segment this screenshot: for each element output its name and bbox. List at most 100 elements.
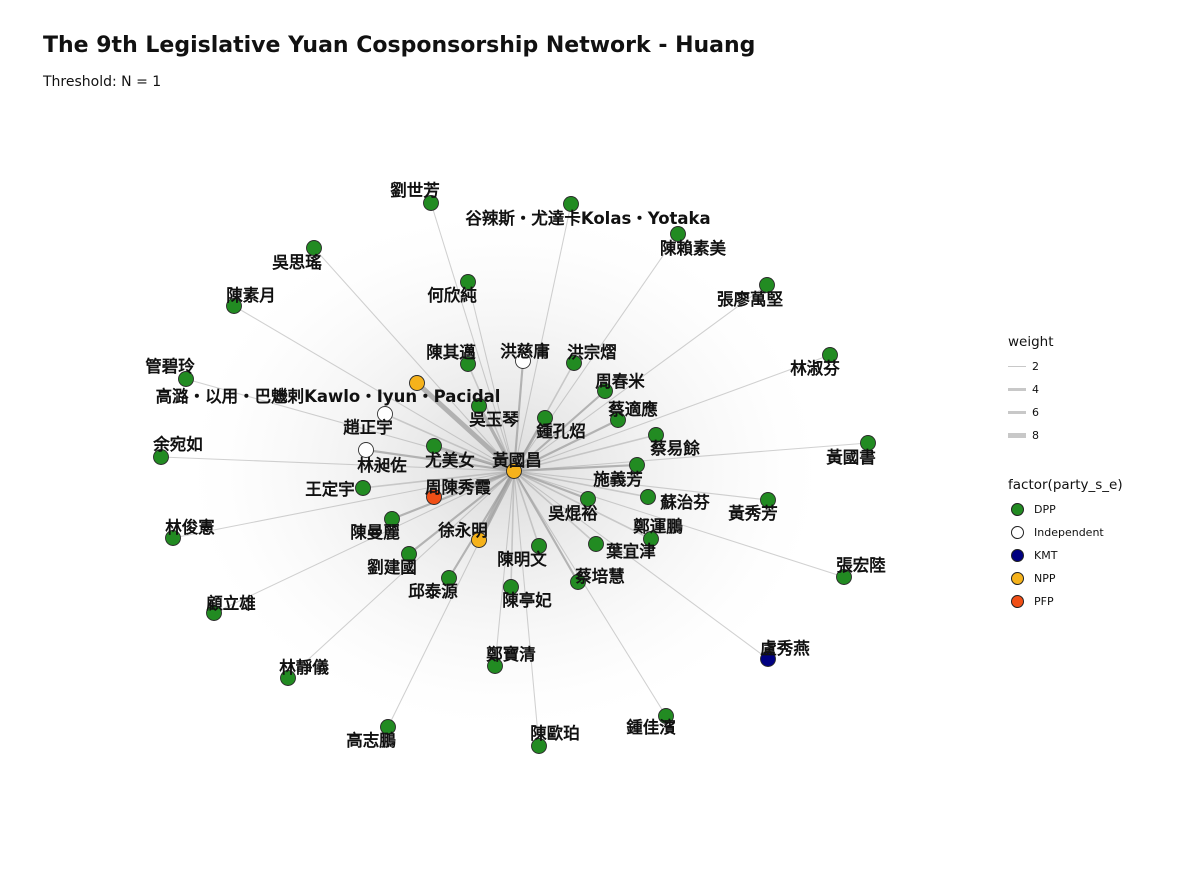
edge-23 xyxy=(513,442,869,472)
edge-layer xyxy=(160,202,869,747)
node-label-33: 徐永明 xyxy=(437,520,488,540)
node-label-32: 鄭運鵬 xyxy=(633,516,683,536)
node-label-44: 林靜儀 xyxy=(279,657,329,677)
node-13 xyxy=(597,383,613,399)
node-label-5: 何欣純 xyxy=(427,285,477,305)
node-label-24: 施義芳 xyxy=(593,469,643,489)
legend-weight-item-3: 8 xyxy=(1008,429,1039,442)
edge-1 xyxy=(430,202,515,472)
node-43 xyxy=(487,658,503,674)
node-label-28: 黃秀芳 xyxy=(727,503,778,523)
node-label-38: 邱泰源 xyxy=(408,581,458,601)
node-9 xyxy=(515,353,531,369)
node-14 xyxy=(409,375,425,391)
page-title: The 9th Legislative Yuan Cosponsorship N… xyxy=(43,33,756,58)
node-7 xyxy=(226,298,242,314)
node-label-47: 陳歐珀 xyxy=(530,723,580,743)
edge-32 xyxy=(513,470,652,540)
node-16 xyxy=(471,398,487,414)
edge-46 xyxy=(387,470,515,728)
node-label-22: 蔡易餘 xyxy=(649,438,700,458)
node-label-31: 陳曼麗 xyxy=(350,522,400,542)
node-label-41: 顧立雄 xyxy=(206,593,256,613)
node-21 xyxy=(426,438,442,454)
edge-22 xyxy=(513,434,657,472)
node-label-30: 林俊憲 xyxy=(165,517,215,537)
node-3 xyxy=(670,226,686,242)
node-2 xyxy=(563,196,579,212)
legend-party-label: Independent xyxy=(1034,526,1104,539)
edge-14 xyxy=(414,380,517,474)
node-29 xyxy=(580,491,596,507)
node-8 xyxy=(460,356,476,372)
legend-party-label: NPP xyxy=(1034,572,1056,585)
node-19 xyxy=(153,449,169,465)
node-23 xyxy=(860,435,876,451)
edge-31 xyxy=(390,469,516,521)
node-15 xyxy=(377,406,393,422)
legend-party-dot-icon xyxy=(1011,549,1024,562)
node-44 xyxy=(280,670,296,686)
edge-7 xyxy=(233,305,515,472)
legend-party-item-3: NPP xyxy=(1011,572,1056,585)
edge-9 xyxy=(512,359,525,473)
edge-38 xyxy=(447,469,516,580)
node-label-0: 黃國昌 xyxy=(491,451,542,470)
node-label-18: 蔡適應 xyxy=(607,399,658,419)
legend-weight-item-0: 2 xyxy=(1008,360,1039,373)
node-34 xyxy=(588,536,604,552)
node-label-10: 洪宗熠 xyxy=(567,342,617,362)
legend-party-label: KMT xyxy=(1034,549,1058,562)
node-6 xyxy=(759,277,775,293)
node-label-9: 洪慈庸 xyxy=(500,341,550,361)
node-4 xyxy=(306,240,322,256)
node-label-35: 陳明文 xyxy=(497,549,547,569)
edge-15 xyxy=(384,413,515,472)
edge-47 xyxy=(513,470,540,747)
edge-28 xyxy=(513,470,769,501)
legend-party-dot-icon xyxy=(1011,526,1024,539)
node-label-19: 余宛如 xyxy=(152,434,203,454)
node-label-27: 蘇治芬 xyxy=(659,492,710,512)
node-12 xyxy=(178,371,194,387)
node-label-34: 葉宜津 xyxy=(605,541,656,561)
node-5 xyxy=(460,274,476,290)
node-32 xyxy=(643,531,659,547)
node-label-40: 陳亭妃 xyxy=(502,590,552,610)
legend-weight-label: 6 xyxy=(1032,406,1039,419)
legend-party-label: DPP xyxy=(1034,503,1056,516)
node-35 xyxy=(531,538,547,554)
legend-party-item-2: KMT xyxy=(1011,549,1057,562)
edge-12 xyxy=(185,378,515,472)
edge-18 xyxy=(512,418,620,473)
node-label-4: 吳思瑤 xyxy=(272,252,322,272)
legend-weight-line-icon xyxy=(1008,388,1026,391)
legend-weight-line-icon xyxy=(1008,410,1026,415)
edge-41 xyxy=(213,470,515,614)
edge-11 xyxy=(513,354,831,472)
node-10 xyxy=(566,355,582,371)
node-label-20: 林昶佐 xyxy=(357,455,407,475)
node-label-6: 張廖萬堅 xyxy=(717,289,784,309)
edge-3 xyxy=(513,233,679,472)
node-label-45: 鍾佳濱 xyxy=(626,717,676,737)
legend-party-title: factor(party_s_e) xyxy=(1008,477,1123,493)
edge-45 xyxy=(513,470,667,717)
node-37 xyxy=(836,569,852,585)
edge-4 xyxy=(313,247,515,472)
node-47 xyxy=(531,738,547,754)
edge-13 xyxy=(512,389,607,473)
node-label-15: 趙正宇 xyxy=(343,417,393,437)
node-0 xyxy=(506,463,522,479)
node-26 xyxy=(426,489,442,505)
legend-weight-item-1: 4 xyxy=(1008,383,1039,396)
edge-24 xyxy=(512,463,639,473)
node-label-7: 陳素月 xyxy=(226,285,276,305)
edge-25 xyxy=(362,470,515,489)
node-label-8: 陳其邁 xyxy=(426,342,476,362)
edge-5 xyxy=(467,281,515,472)
page-subtitle: Threshold: N = 1 xyxy=(43,74,162,90)
legend-weight-label: 2 xyxy=(1032,360,1039,373)
legend-weight-title: weight xyxy=(1008,334,1054,350)
